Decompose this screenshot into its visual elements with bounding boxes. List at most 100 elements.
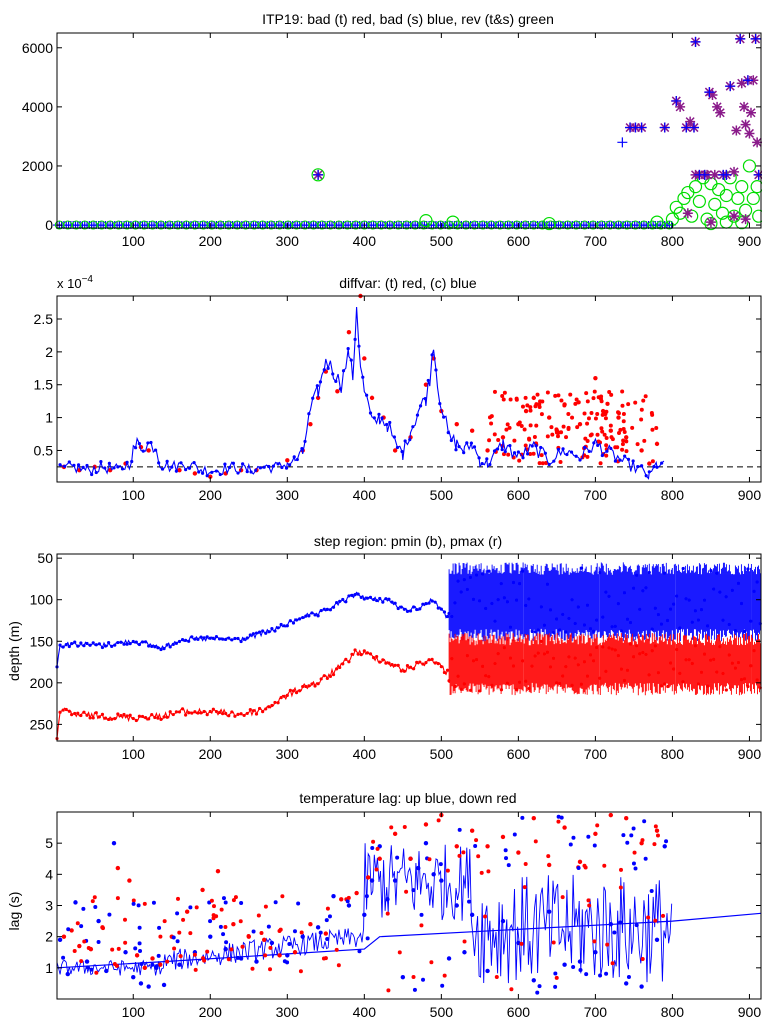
c-point xyxy=(179,461,183,465)
pmax-point xyxy=(415,660,419,664)
pmax-point xyxy=(570,683,574,688)
bad-t-marker xyxy=(682,208,693,219)
pmin-point xyxy=(282,624,286,628)
lag-point xyxy=(440,983,445,988)
pmin-point xyxy=(478,599,482,603)
pmin-point xyxy=(749,619,753,623)
y-tick-label: 1.5 xyxy=(34,377,54,393)
c-point xyxy=(492,449,497,453)
c-point xyxy=(262,465,266,469)
pmax-point xyxy=(279,696,283,700)
lag-point xyxy=(156,953,161,958)
pmin-point xyxy=(496,598,500,602)
pmin-point xyxy=(687,598,691,602)
up-point xyxy=(111,840,117,846)
c-point xyxy=(569,450,574,454)
lag-point xyxy=(122,917,127,922)
bad-t-marker xyxy=(740,119,751,130)
t-point xyxy=(585,438,590,443)
t-point xyxy=(554,430,559,435)
lag-point xyxy=(175,939,180,944)
t-point xyxy=(540,461,545,466)
t-point xyxy=(335,389,340,394)
c-point xyxy=(341,369,346,373)
down-point xyxy=(577,859,583,865)
pmin-point xyxy=(97,642,101,646)
lag-point xyxy=(587,903,592,908)
c-point xyxy=(94,470,98,475)
rev-marker xyxy=(719,188,733,203)
pmin-point xyxy=(174,641,178,645)
pmin-point xyxy=(555,617,559,621)
pmin-point xyxy=(433,600,437,604)
pmax-point xyxy=(338,665,342,670)
lag-point xyxy=(551,940,556,945)
pmin-point xyxy=(589,627,593,631)
pmax-point xyxy=(291,689,296,693)
c-point xyxy=(227,465,232,470)
pmax-point xyxy=(387,661,391,665)
pmax-point xyxy=(134,718,138,723)
pmin-point xyxy=(307,614,311,618)
pmin-point xyxy=(156,646,160,650)
t-point xyxy=(570,415,575,420)
pmax-point xyxy=(424,660,428,665)
y-tick-label: 3 xyxy=(45,898,53,914)
pmax-point xyxy=(469,688,473,692)
t-point xyxy=(512,438,517,443)
t-point xyxy=(654,425,659,430)
pmax-point xyxy=(703,652,707,656)
pmin-point xyxy=(276,626,280,630)
pmax-point xyxy=(447,679,451,683)
lag-point xyxy=(151,900,156,905)
down-point xyxy=(377,856,382,861)
lag-point xyxy=(559,815,564,820)
down-point xyxy=(654,828,660,833)
pmin-point xyxy=(715,571,719,575)
t-point xyxy=(346,329,352,335)
c-point xyxy=(318,380,323,384)
c-point xyxy=(170,465,174,469)
lag-point xyxy=(175,911,180,916)
lag-point xyxy=(112,962,117,967)
up-point xyxy=(639,984,644,989)
pmax-point xyxy=(347,660,351,664)
t-point xyxy=(639,407,644,412)
x-tick-label: 200 xyxy=(199,746,223,762)
pmin-point xyxy=(279,622,283,627)
t-point xyxy=(489,414,494,419)
pmax-point xyxy=(341,662,345,666)
c-point xyxy=(90,472,94,477)
c-point xyxy=(63,464,67,468)
pmax-point xyxy=(180,707,185,711)
pmax-point xyxy=(604,669,608,673)
pmax-point xyxy=(700,670,704,674)
pmin-point xyxy=(180,638,185,642)
c-point xyxy=(636,464,640,469)
up-point xyxy=(254,959,259,964)
pmax-point xyxy=(122,712,126,717)
pmax-point xyxy=(740,678,744,682)
lag-point xyxy=(357,949,362,954)
pmax-point xyxy=(433,661,437,665)
pmax-point xyxy=(187,711,191,715)
lag-point xyxy=(85,965,90,970)
c-point xyxy=(388,420,392,425)
pmin-point xyxy=(94,643,98,647)
c-point xyxy=(392,435,396,439)
rev-marker xyxy=(735,216,749,230)
lag-point xyxy=(584,972,589,977)
lag-point xyxy=(205,949,210,954)
lag-point xyxy=(346,895,351,900)
lag-point xyxy=(576,866,581,871)
lag-point xyxy=(89,967,94,972)
up-point xyxy=(431,872,436,877)
pmin-point xyxy=(678,626,682,630)
lag-point xyxy=(233,895,238,900)
lag-point xyxy=(165,959,170,964)
down-point xyxy=(323,931,329,936)
pmax-point xyxy=(555,681,559,685)
up-point xyxy=(362,912,367,918)
lag-point xyxy=(442,973,447,978)
lag-point xyxy=(653,918,658,923)
